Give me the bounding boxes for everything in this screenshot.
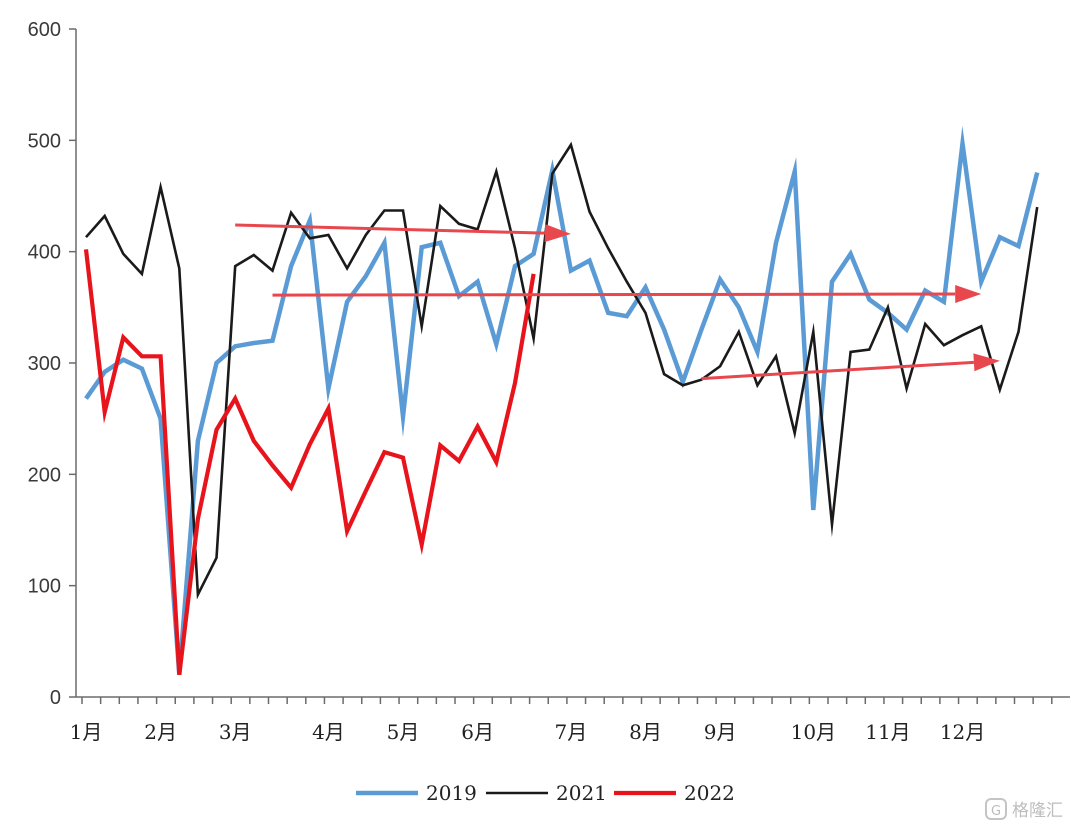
x-tick-label: 5月 [387,720,420,744]
x-tick-label: 7月 [555,720,588,744]
watermark: G 格隆汇 [985,798,1063,821]
y-tick-label: 100 [28,576,61,598]
annotation-arrow-shaft [272,292,956,297]
x-tick-label: 6月 [461,720,494,744]
legend-label-2019: 2019 [426,781,477,805]
x-tick-label: 9月 [704,720,737,744]
annotation-arrow-shaft [235,223,545,235]
legend: 2019 2021 2022 [356,781,735,805]
x-tick-label: 10月 [791,720,836,744]
x-tick-label: 1月 [70,720,103,744]
x-tick-label: 3月 [219,720,252,744]
x-tick-label: 2月 [144,720,177,744]
legend-label-2022: 2022 [684,781,735,805]
y-tick-label: 400 [28,242,61,264]
annotation-arrows [235,223,1000,381]
y-tick-label: 300 [28,353,61,375]
annotation-arrow-head [544,224,571,243]
x-tick-label: 4月 [312,720,345,744]
watermark-logo-glyph: G [991,804,1001,819]
watermark-text: 格隆汇 [1012,801,1063,821]
annotation-arrow-head [955,285,982,304]
y-tick-label: 600 [28,19,61,41]
x-axis: 1月 2月 3月 4月 5月 6月 7月 8月 9月 10月 11月 12月 [70,696,1070,744]
plot-lines [83,125,1040,675]
series-line-2019 [84,125,1040,675]
legend-label-2021: 2021 [556,781,607,805]
x-tick-label: 8月 [629,720,662,744]
y-tick-label: 0 [50,687,61,709]
series-line-2021 [85,141,1039,600]
y-axis: 0 100 200 300 400 500 600 [28,19,77,709]
annotation-arrow-head [973,353,1000,372]
x-tick-label: 12月 [940,720,985,744]
annotation-arrow-shaft [701,360,974,381]
y-tick-label: 200 [28,464,61,486]
y-tick-label: 500 [28,130,61,152]
x-tick-label: 11月 [865,720,910,744]
series-line-2022 [83,249,536,675]
watermark-logo-icon [985,798,1007,820]
